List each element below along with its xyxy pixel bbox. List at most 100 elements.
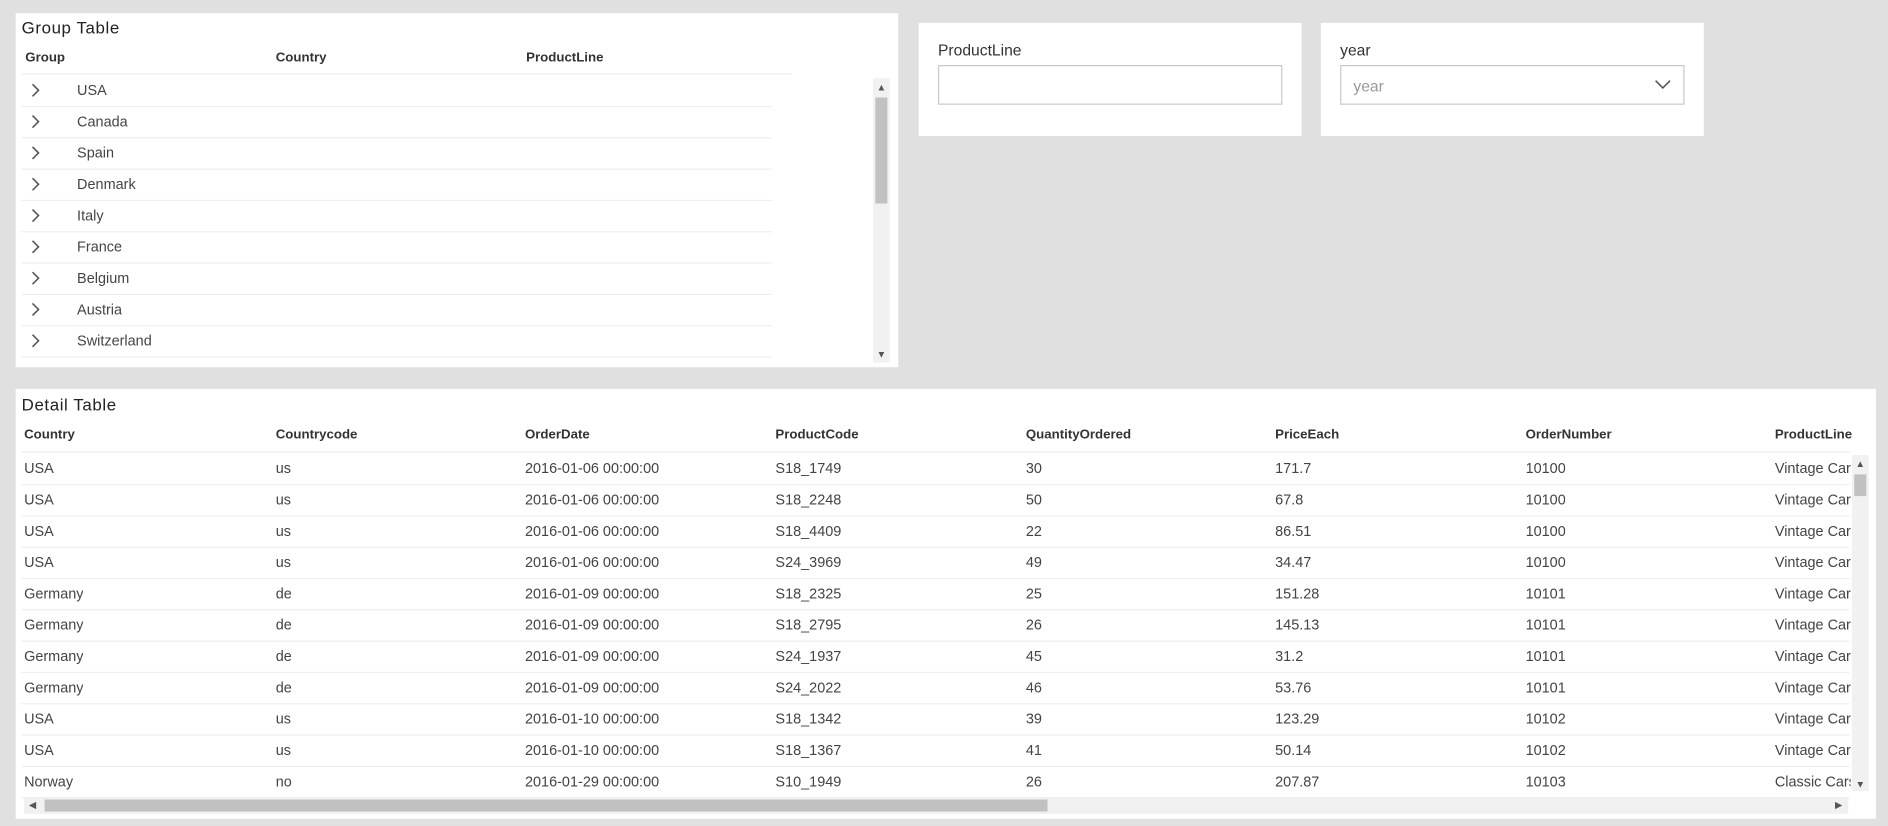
- scroll-down[interactable]: ▼: [1855, 779, 1866, 790]
- table-cell: 207.87: [1275, 773, 1320, 790]
- filter-label: year: [1340, 40, 1371, 59]
- detail-table-panel: Detail Table ▲ ▼ ◀ ▶ Country Countrycode O…: [15, 388, 1876, 819]
- table-cell: USA: [24, 522, 54, 540]
- table-cell: 2016-01-09 00:00:00: [524, 647, 660, 665]
- header-separator: [21, 73, 793, 75]
- table-cell: 123.29: [1275, 710, 1320, 728]
- scroll-thumb[interactable]: [875, 97, 888, 204]
- expand-icon[interactable]: [31, 240, 41, 254]
- row-separator: [21, 546, 1850, 548]
- table-cell: USA: [24, 459, 54, 477]
- expand-icon[interactable]: [31, 334, 41, 348]
- table-cell: us: [275, 459, 292, 477]
- scroll-thumb[interactable]: [1854, 474, 1867, 497]
- table-cell: Vintage Cars: [1774, 741, 1851, 759]
- scroll-left[interactable]: ◀: [28, 799, 37, 811]
- table-cell: 31.2: [1275, 647, 1304, 665]
- expand-icon[interactable]: [31, 177, 41, 191]
- column-header: Group: [25, 50, 66, 66]
- row-separator: [21, 765, 1850, 767]
- table-cell: 41: [1025, 741, 1042, 759]
- column-header: Country: [24, 427, 75, 442]
- expand-icon[interactable]: [31, 114, 41, 129]
- row-separator: [21, 199, 772, 202]
- table-cell: USA: [24, 491, 54, 509]
- row-separator: [21, 671, 1850, 674]
- table-cell: 26: [1025, 616, 1042, 634]
- table-cell: 86.51: [1275, 522, 1312, 540]
- table-cell: 10102: [1525, 741, 1566, 759]
- table-cell: 45: [1025, 647, 1042, 665]
- expand-icon[interactable]: [31, 302, 41, 317]
- table-cell: S24_2022: [775, 679, 842, 696]
- table-cell: 67.8: [1275, 491, 1304, 509]
- table-cell: Norway: [24, 773, 74, 790]
- scroll-up[interactable]: ▲: [876, 81, 887, 93]
- table-cell: Vintage Cars: [1774, 553, 1851, 571]
- table-cell: 49: [1025, 553, 1042, 571]
- filter-label: ProductLine: [937, 40, 1022, 59]
- scroll-thumb[interactable]: [44, 799, 1048, 812]
- scroll-down[interactable]: ▼: [876, 349, 887, 361]
- table-cell: 2016-01-10 00:00:00: [524, 710, 660, 728]
- expand-icon[interactable]: [31, 208, 41, 223]
- h-scrollbar[interactable]: ◀ ▶: [24, 797, 1849, 814]
- table-cell: Vintage Cars: [1774, 585, 1851, 603]
- table-cell: 151.28: [1275, 585, 1320, 603]
- text-input[interactable]: [937, 65, 1283, 105]
- table-cell: S18_4409: [775, 522, 842, 540]
- row-separator: [21, 262, 772, 264]
- row-separator: [21, 325, 772, 327]
- table-cell: Germany: [24, 616, 84, 634]
- table-cell: USA: [24, 710, 54, 728]
- group-cell: Denmark: [77, 175, 136, 193]
- table-cell: 10102: [1525, 710, 1566, 728]
- table-cell: 10101: [1525, 585, 1566, 603]
- table-cell: 25: [1025, 585, 1042, 603]
- table-cell: 10101: [1525, 616, 1566, 634]
- expand-icon[interactable]: [31, 83, 41, 97]
- table-cell: S18_1367: [775, 741, 842, 759]
- table-cell: 10100: [1525, 553, 1566, 571]
- column-header: Countrycode: [275, 427, 358, 442]
- row-separator: [21, 734, 1850, 736]
- expand-icon[interactable]: [31, 146, 41, 160]
- group-cell: France: [77, 238, 123, 256]
- column-header: OrderNumber: [1525, 427, 1612, 442]
- row-separator: [21, 609, 1850, 611]
- row-separator: [21, 640, 1850, 642]
- select[interactable]: year: [1340, 65, 1685, 105]
- table-cell: 10100: [1525, 522, 1566, 540]
- table-cell: S24_3969: [775, 553, 842, 571]
- dropdown-icon: [1655, 80, 1671, 90]
- table-cell: 46: [1025, 679, 1042, 696]
- table-cell: Germany: [24, 647, 84, 665]
- table-cell: 10101: [1525, 647, 1566, 665]
- table-cell: 10103: [1525, 773, 1566, 790]
- table-cell: 30: [1025, 459, 1042, 477]
- scroll-up[interactable]: ▲: [1855, 458, 1866, 470]
- table-cell: 10100: [1525, 459, 1566, 477]
- group-cell: USA: [77, 81, 107, 99]
- table-cell: Vintage Cars: [1774, 459, 1851, 477]
- table-cell: de: [275, 647, 292, 665]
- group-cell: Austria: [77, 301, 123, 318]
- placeholder: year: [1353, 77, 1384, 96]
- row-separator: [21, 797, 1850, 799]
- group-table-panel: Group Table ▲ ▼ Group Country ProductLine U…: [15, 13, 899, 368]
- table-cell: 2016-01-09 00:00:00: [524, 679, 660, 696]
- table-cell: 145.13: [1275, 616, 1320, 634]
- scroll-right[interactable]: ▶: [1835, 799, 1843, 811]
- productline-filter: ProductLine: [918, 22, 1302, 137]
- table-cell: 34.47: [1275, 553, 1312, 571]
- scrollbar[interactable]: ▲ ▼: [872, 78, 890, 363]
- table-cell: 10100: [1525, 491, 1566, 509]
- header-separator: [21, 451, 1850, 453]
- column-header: QuantityOrdered: [1025, 427, 1132, 442]
- table-cell: USA: [24, 741, 54, 759]
- scrollbar[interactable]: ▲ ▼: [1851, 455, 1869, 792]
- table-cell: 39: [1025, 710, 1042, 728]
- table-cell: S18_2325: [775, 585, 842, 603]
- expand-icon[interactable]: [31, 271, 41, 285]
